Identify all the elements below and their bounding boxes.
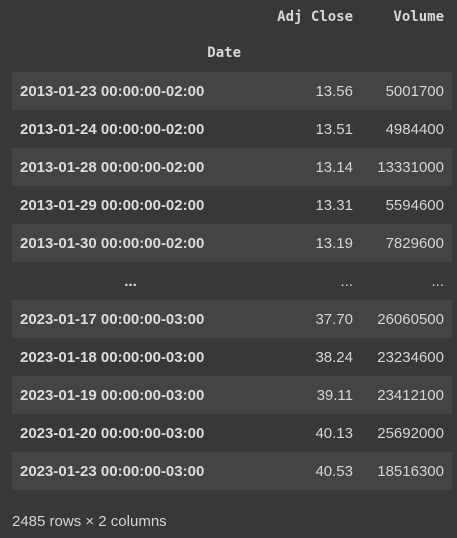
index-corner-header bbox=[12, 0, 249, 33]
cell-adj-close: ... bbox=[249, 262, 361, 300]
table-row: 2023-01-23 00:00:00-03:00 40.53 18516300 bbox=[12, 452, 452, 490]
table-row: 2013-01-29 00:00:00-02:00 13.31 5594600 bbox=[12, 186, 452, 224]
table-row: 2023-01-20 00:00:00-03:00 40.13 25692000 bbox=[12, 414, 452, 452]
cell-adj-close: 40.53 bbox=[249, 452, 361, 490]
cell-volume: 13331000 bbox=[361, 148, 452, 186]
cell-volume: 18516300 bbox=[361, 452, 452, 490]
cell-volume: 5594600 bbox=[361, 186, 452, 224]
table-row: 2013-01-23 00:00:00-02:00 13.56 5001700 bbox=[12, 72, 452, 110]
cell-volume: 25692000 bbox=[361, 414, 452, 452]
cell-adj-close: 13.56 bbox=[249, 72, 361, 110]
row-index-date: 2023-01-19 00:00:00-03:00 bbox=[12, 376, 249, 414]
table-row: 2023-01-17 00:00:00-03:00 37.70 26060500 bbox=[12, 300, 452, 338]
column-header-adj-close: Adj Close bbox=[277, 8, 353, 25]
cell-volume: 7829600 bbox=[361, 224, 452, 262]
cell-adj-close: 40.13 bbox=[249, 414, 361, 452]
row-index-date: 2013-01-24 00:00:00-02:00 bbox=[12, 110, 249, 148]
row-index-date: 2023-01-23 00:00:00-03:00 bbox=[12, 452, 249, 490]
row-index-date: 2013-01-29 00:00:00-02:00 bbox=[12, 186, 249, 224]
cell-volume: 5001700 bbox=[361, 72, 452, 110]
cell-volume: 26060500 bbox=[361, 300, 452, 338]
table-row: 2023-01-19 00:00:00-03:00 39.11 23412100 bbox=[12, 376, 452, 414]
cell-adj-close: 13.14 bbox=[249, 148, 361, 186]
column-header-volume: Volume bbox=[393, 8, 444, 25]
cell-volume: 23234600 bbox=[361, 338, 452, 376]
row-index-date: ... bbox=[12, 262, 249, 300]
table-row: 2013-01-30 00:00:00-02:00 13.19 7829600 bbox=[12, 224, 452, 262]
row-index-date: 2023-01-18 00:00:00-03:00 bbox=[12, 338, 249, 376]
cell-adj-close: 13.51 bbox=[249, 110, 361, 148]
dataframe-table: Adj Close Volume Date 2013-01-23 00:00:0… bbox=[12, 0, 452, 490]
cell-adj-close: 39.11 bbox=[249, 376, 361, 414]
cell-adj-close: 13.31 bbox=[249, 186, 361, 224]
row-index-date: 2023-01-20 00:00:00-03:00 bbox=[12, 414, 249, 452]
row-index-date: 2013-01-28 00:00:00-02:00 bbox=[12, 148, 249, 186]
cell-adj-close: 13.19 bbox=[249, 224, 361, 262]
table-row: 2013-01-28 00:00:00-02:00 13.14 13331000 bbox=[12, 148, 452, 186]
cell-volume: ... bbox=[361, 262, 452, 300]
table-row: 2023-01-18 00:00:00-03:00 38.24 23234600 bbox=[12, 338, 452, 376]
cell-volume: 23412100 bbox=[361, 376, 452, 414]
row-index-date: 2023-01-17 00:00:00-03:00 bbox=[12, 300, 249, 338]
cell-adj-close: 37.70 bbox=[249, 300, 361, 338]
table-row: 2013-01-24 00:00:00-02:00 13.51 4984400 bbox=[12, 110, 452, 148]
cell-adj-close: 38.24 bbox=[249, 338, 361, 376]
cell-volume: 4984400 bbox=[361, 110, 452, 148]
index-name-header: Date bbox=[207, 44, 241, 61]
table-header: Adj Close Volume Date bbox=[12, 0, 452, 72]
row-index-date: 2013-01-23 00:00:00-02:00 bbox=[12, 72, 249, 110]
row-index-date: 2013-01-30 00:00:00-02:00 bbox=[12, 224, 249, 262]
table-shape-footer: 2485 rows × 2 columns bbox=[12, 513, 167, 530]
ellipsis-row: ......... bbox=[12, 262, 452, 300]
index-name-row: Date bbox=[12, 33, 452, 72]
table-body: 2013-01-23 00:00:00-02:00 13.56 5001700 201… bbox=[12, 72, 452, 490]
column-header-row: Adj Close Volume bbox=[12, 0, 452, 33]
